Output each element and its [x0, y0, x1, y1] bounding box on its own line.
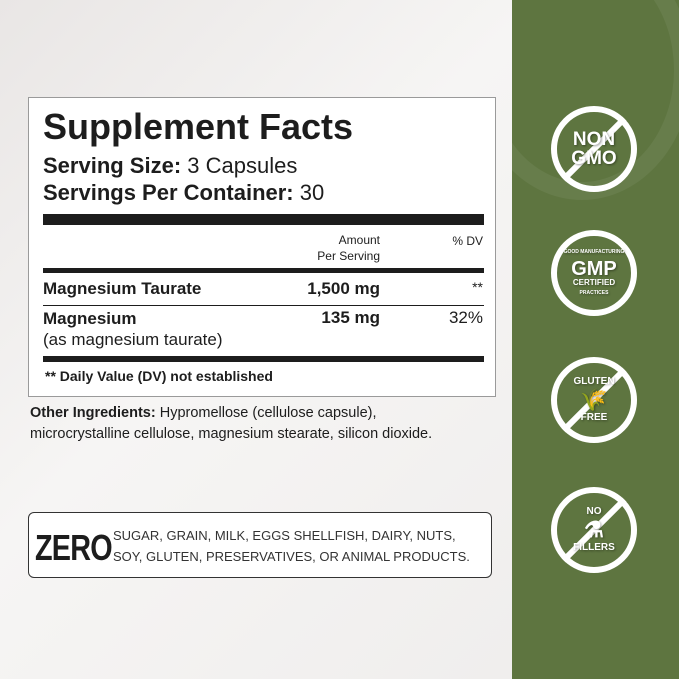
other-ingredients-line1: Hypromellose (cellulose capsule),	[159, 405, 377, 421]
certification-panel: NON GMO GOOD MANUFACTURING GMP CERTIFIED PRA…	[512, 0, 679, 679]
serving-size-label: Serving Size:	[43, 153, 182, 178]
amount-header: Amount Per Serving	[317, 232, 380, 264]
row2-amount: 135 mg	[321, 308, 380, 327]
zero-line2: SOY, GLUTEN, PRESERVATIVES, OR ANIMAL PR…	[113, 549, 470, 564]
amount-header-line1: Amount	[338, 233, 380, 247]
serving-size: Serving Size: 3 Capsules	[43, 153, 297, 179]
zero-callout: ZERO SUGAR, GRAIN, MILK, EGGS SHELLFISH,…	[28, 512, 492, 578]
badge-text: NO	[586, 506, 602, 517]
dv-header: % DV	[452, 234, 483, 248]
badge-text: PRACTICES	[579, 290, 609, 296]
divider-thin	[43, 305, 484, 306]
badge-text: GLUTEN	[573, 376, 615, 387]
row2-name-main: Magnesium	[43, 309, 137, 328]
flask-icon: ⚗	[584, 517, 604, 542]
badge-text: NON	[572, 129, 616, 150]
facts-title: Supplement Facts	[43, 106, 354, 147]
amount-header-line2: Per Serving	[317, 249, 380, 263]
serving-size-value: 3 Capsules	[187, 153, 298, 178]
divider-bottom	[43, 356, 484, 362]
non-gmo-icon: NON GMO	[551, 106, 637, 192]
other-ingredients-label: Other Ingredients:	[30, 405, 156, 421]
row2-name: Magnesium (as magnesium taurate)	[43, 308, 223, 350]
footnote: ** Daily Value (DV) not established	[45, 368, 273, 384]
no-fillers-icon: NO ⚗ FILLERS	[551, 487, 637, 573]
supplement-facts-panel: Supplement Facts Serving Size: 3 Capsule…	[28, 97, 496, 397]
row1-dv: **	[472, 279, 483, 295]
badge-text: FREE	[580, 412, 608, 423]
other-ingredients: Other Ingredients: Hypromellose (cellulo…	[30, 403, 432, 445]
badge-text: GMO	[571, 148, 617, 169]
other-ingredients-line2: microcrystalline cellulose, magnesium st…	[30, 426, 433, 442]
zero-word: ZERO	[35, 527, 113, 568]
gluten-free-icon: GLUTEN 🌾 FREE	[551, 357, 637, 443]
gmp-certified-icon: GOOD MANUFACTURING GMP CERTIFIED PRACTICES	[551, 230, 637, 316]
servings-value: 30	[299, 180, 325, 205]
badge-text: CERTIFIED	[572, 278, 616, 287]
divider-thick	[43, 214, 484, 225]
badge-text: GMP	[571, 258, 617, 280]
divider-medium	[43, 268, 484, 273]
row2-name-sub: (as magnesium taurate)	[43, 330, 223, 349]
badge-text: GOOD MANUFACTURING	[563, 249, 625, 255]
zero-line1: SUGAR, GRAIN, MILK, EGGS SHELLFISH, DAIR…	[113, 528, 456, 543]
row1-name: Magnesium Taurate	[43, 279, 202, 298]
badge-text: FILLERS	[573, 542, 615, 553]
row1-amount: 1,500 mg	[307, 279, 380, 298]
zero-list: SUGAR, GRAIN, MILK, EGGS SHELLFISH, DAIR…	[113, 525, 470, 567]
servings-label: Servings Per Container:	[43, 180, 294, 205]
servings-per-container: Servings Per Container: 30	[43, 180, 324, 206]
row2-dv: 32%	[448, 308, 483, 327]
wheat-icon: 🌾	[580, 387, 608, 412]
